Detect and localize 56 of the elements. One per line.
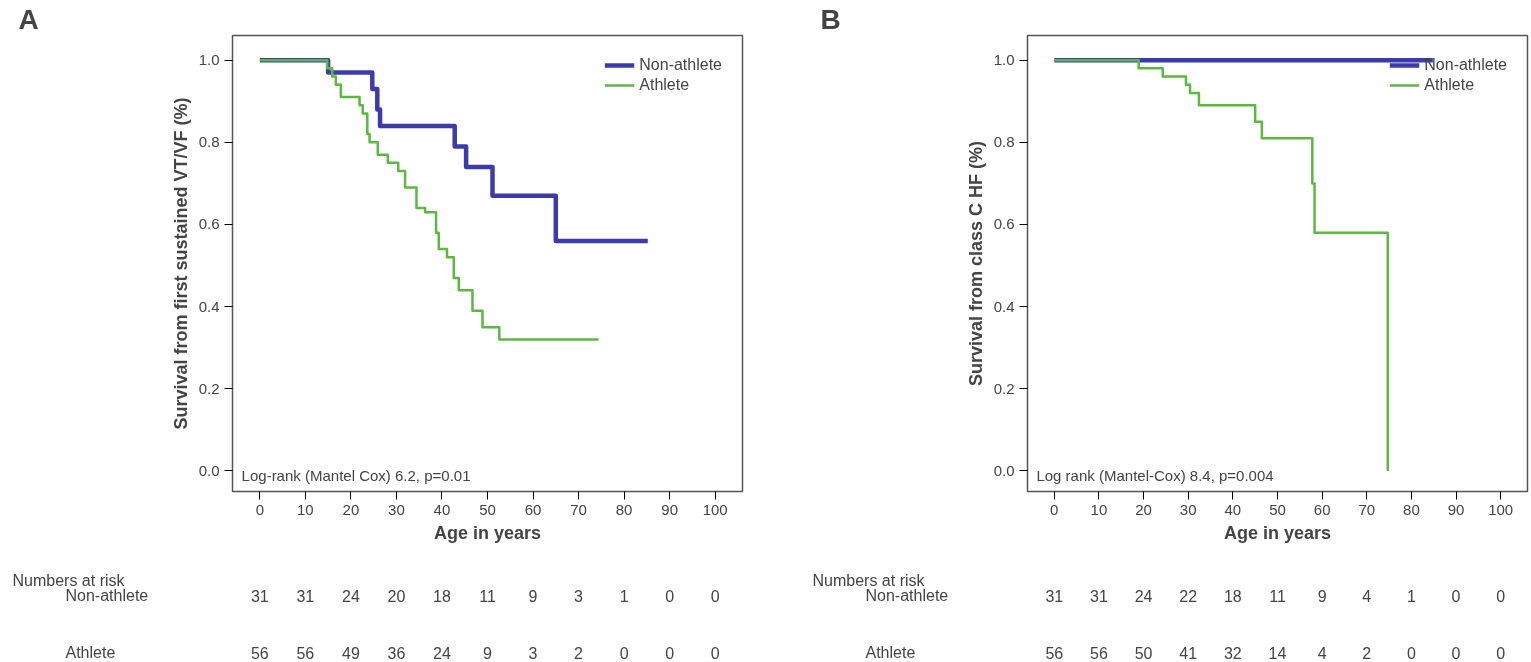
x-tick-label: 90 xyxy=(1447,500,1465,518)
x-axis-title: Age in years xyxy=(433,522,542,543)
text: Non-athlete xyxy=(865,587,949,604)
x-tick-label: 0 xyxy=(255,500,264,518)
x-tick-label: 10 xyxy=(1090,500,1108,518)
x-tick-label: 20 xyxy=(1135,500,1152,518)
y-tick-label: 0.4 xyxy=(993,297,1015,315)
x-axis-title: Age in years xyxy=(1223,522,1332,543)
annotation: Log-rank (Mantel Cox) 6.2, p=0.01 xyxy=(241,466,471,484)
y-tick-label: 0.6 xyxy=(993,215,1015,233)
text: 31 31 24 20 18 11 9 3 1 0 0 xyxy=(250,587,720,605)
legend-label: Non-athlete xyxy=(1424,56,1507,74)
x-tick-label: 70 xyxy=(570,500,587,518)
legend-label: Athlete xyxy=(1424,76,1475,94)
text: Numbers at risk xyxy=(12,572,126,589)
x-tick-label: 40 xyxy=(1224,500,1242,518)
y-tick-label: 0.2 xyxy=(198,379,220,397)
y-tick-label: 0.8 xyxy=(198,133,220,151)
x-tick-label: 30 xyxy=(388,500,405,518)
chart-title: B xyxy=(820,3,841,35)
y-tick-label: 0.6 xyxy=(198,215,220,233)
chart-title: A xyxy=(18,3,39,35)
x-tick-label: 70 xyxy=(1358,500,1376,518)
y-tick-label: 0.8 xyxy=(993,133,1015,151)
legend-label: Non-athlete xyxy=(639,56,722,74)
y-axis-title: Survival from class C HF (%) xyxy=(965,140,986,387)
text: 56 56 49 36 24 9 3 2 0 0 0 xyxy=(250,644,720,662)
x-tick-label: 20 xyxy=(342,500,360,518)
x-tick-label: 60 xyxy=(1313,500,1331,518)
y-tick-label: 0.4 xyxy=(198,297,220,315)
y-tick-label: 1.0 xyxy=(198,51,220,69)
text: Athlete xyxy=(865,644,916,661)
x-tick-label: 30 xyxy=(1179,500,1197,518)
y-tick-label: 1.0 xyxy=(993,51,1015,69)
legend-label: Athlete xyxy=(639,76,690,94)
x-tick-label: 0 xyxy=(1050,500,1059,518)
text: Non-athlete xyxy=(65,587,149,604)
x-tick-label: 90 xyxy=(661,500,678,518)
x-tick-label: 50 xyxy=(1269,500,1286,518)
x-tick-label: 80 xyxy=(615,500,633,518)
y-axis-title: Survival from first sustained VT/VF (%) xyxy=(170,97,191,430)
x-tick-label: 50 xyxy=(479,500,496,518)
y-tick-label: 0.0 xyxy=(198,461,220,479)
x-tick-label: 80 xyxy=(1403,500,1420,518)
y-tick-label: 0.0 xyxy=(993,461,1015,479)
text: 56 56 50 41 32 14 4 2 0 0 0 xyxy=(1045,644,1506,662)
x-tick-label: 100 xyxy=(702,500,728,518)
annotation: Log rank (Mantel-Cox) 8.4, p=0.004 xyxy=(1036,466,1274,484)
x-tick-label: 100 xyxy=(1488,500,1514,518)
x-tick-label: 10 xyxy=(297,500,314,518)
text: 31 31 24 22 18 11 9 4 1 0 0 xyxy=(1045,587,1506,605)
text: Numbers at risk xyxy=(812,572,926,589)
x-tick-label: 60 xyxy=(524,500,542,518)
y-tick-label: 0.2 xyxy=(993,379,1015,397)
text: Athlete xyxy=(65,644,116,661)
x-tick-label: 40 xyxy=(433,500,451,518)
